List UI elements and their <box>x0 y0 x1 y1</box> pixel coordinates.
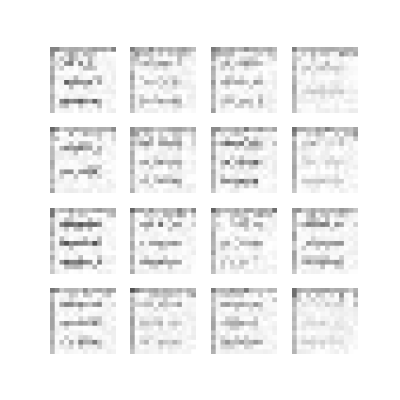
sample-tile-2 <box>130 47 196 113</box>
sample-tile-4 <box>292 47 358 113</box>
sample-tile-12 <box>292 208 358 274</box>
sample-tile-11 <box>211 208 277 274</box>
sample-tile-7 <box>211 127 277 193</box>
sample-tile-13 <box>50 288 116 354</box>
sample-tile-14 <box>130 288 196 354</box>
sample-tile-5 <box>50 127 116 193</box>
sample-tile-6 <box>130 127 196 193</box>
sample-tile-3 <box>211 47 277 113</box>
sample-tile-15 <box>211 288 277 354</box>
sample-tile-9 <box>50 208 116 274</box>
sample-tile-8 <box>292 127 358 193</box>
sample-tile-10 <box>130 208 196 274</box>
sample-tile-16 <box>292 288 358 354</box>
sample-tile-1 <box>50 47 116 113</box>
